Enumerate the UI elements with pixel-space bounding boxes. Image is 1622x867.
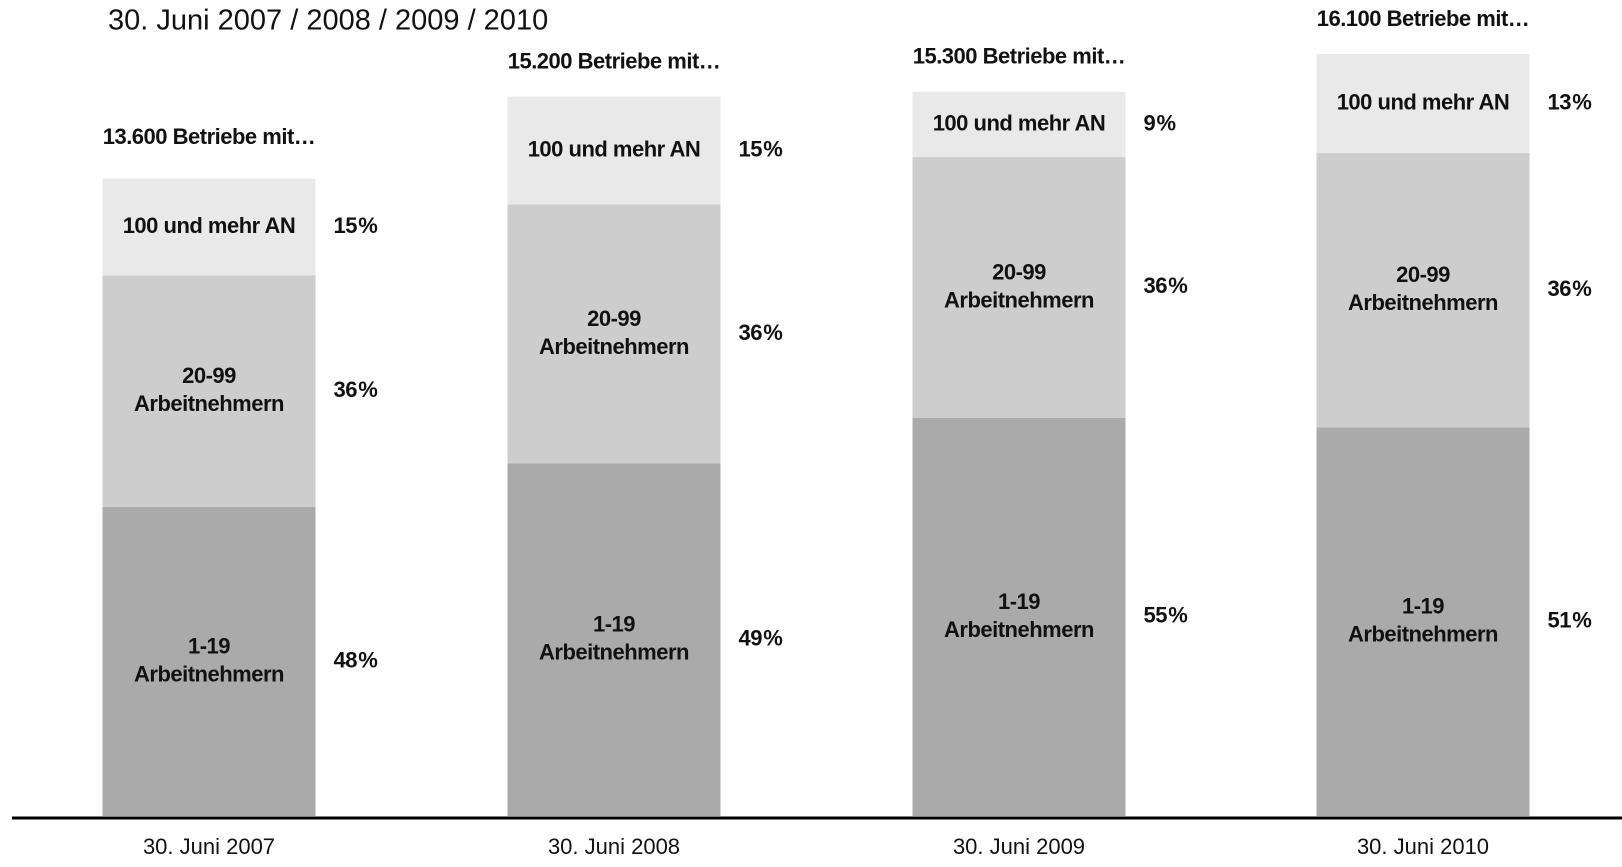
value-label: 15	[334, 213, 358, 238]
value-unit: %	[1572, 276, 1591, 301]
bar-segment	[102, 275, 316, 508]
segment-label: 100 und mehr AN	[1337, 89, 1510, 114]
value-unit: %	[763, 626, 782, 651]
segment-label: 20-99 Arbeitnehmern	[1348, 262, 1498, 315]
x-tick-label: 30. Juni 2009	[953, 834, 1085, 859]
bar-segment	[102, 507, 316, 816]
value-label: 55	[1144, 603, 1168, 628]
segment-label: 1-19 Arbeitnehmern	[1348, 594, 1498, 647]
x-tick-label: 30. Juni 2010	[1357, 834, 1489, 859]
value-unit: %	[1168, 603, 1187, 628]
total-label: 16.100 Betriebe mit…	[1317, 6, 1530, 31]
value-unit: %	[1168, 273, 1187, 298]
segment-label: 1-19 Arbeitnehmern	[944, 589, 1094, 642]
segment-label: 20-99 Arbeitnehmern	[944, 259, 1094, 312]
value-label: 36	[739, 320, 763, 345]
x-tick-label: 30. Juni 2007	[143, 834, 275, 859]
value-label: 36	[1548, 276, 1572, 301]
bar-segment	[1316, 153, 1530, 428]
chart-title: 30. Juni 2007 / 2008 / 2009 / 2010	[108, 5, 548, 37]
bar-segment	[102, 178, 316, 276]
bar-segment	[912, 417, 1126, 816]
value-label: 36	[334, 377, 358, 402]
value-unit: %	[1572, 89, 1591, 114]
value-label: 48	[334, 647, 358, 672]
value-label: 9	[1144, 110, 1156, 135]
total-label: 15.200 Betriebe mit…	[508, 48, 721, 73]
segment-label: 1-19 Arbeitnehmern	[539, 612, 689, 665]
value-unit: %	[358, 213, 377, 238]
total-label: 15.300 Betriebe mit…	[913, 44, 1126, 69]
value-unit: %	[1572, 608, 1591, 633]
x-tick-label: 30. Juni 2008	[548, 834, 680, 859]
value-label: 36	[1144, 273, 1168, 298]
segment-label: 100 und mehr AN	[933, 110, 1106, 135]
value-unit: %	[763, 136, 782, 161]
segment-label: 100 und mehr AN	[528, 136, 701, 161]
total-label: 13.600 Betriebe mit…	[103, 124, 316, 149]
bar-segment	[507, 96, 721, 205]
value-label: 51	[1548, 608, 1572, 633]
segment-label: 20-99 Arbeitnehmern	[539, 306, 689, 359]
value-unit: %	[1157, 110, 1176, 135]
value-label: 15	[739, 136, 763, 161]
bar-segment	[507, 463, 721, 816]
value-unit: %	[358, 647, 377, 672]
segment-label: 1-19 Arbeitnehmern	[134, 633, 284, 686]
value-unit: %	[763, 320, 782, 345]
segment-label: 100 und mehr AN	[123, 213, 296, 238]
value-label: 49	[739, 626, 763, 651]
segment-label: 20-99 Arbeitnehmern	[134, 363, 284, 416]
bar-segment	[1316, 427, 1530, 816]
bar-segment	[912, 91, 1126, 158]
bar-segment	[912, 157, 1126, 418]
value-unit: %	[358, 377, 377, 402]
bar-segment	[507, 204, 721, 464]
value-label: 13	[1548, 89, 1572, 114]
bar-segment	[1316, 54, 1530, 154]
